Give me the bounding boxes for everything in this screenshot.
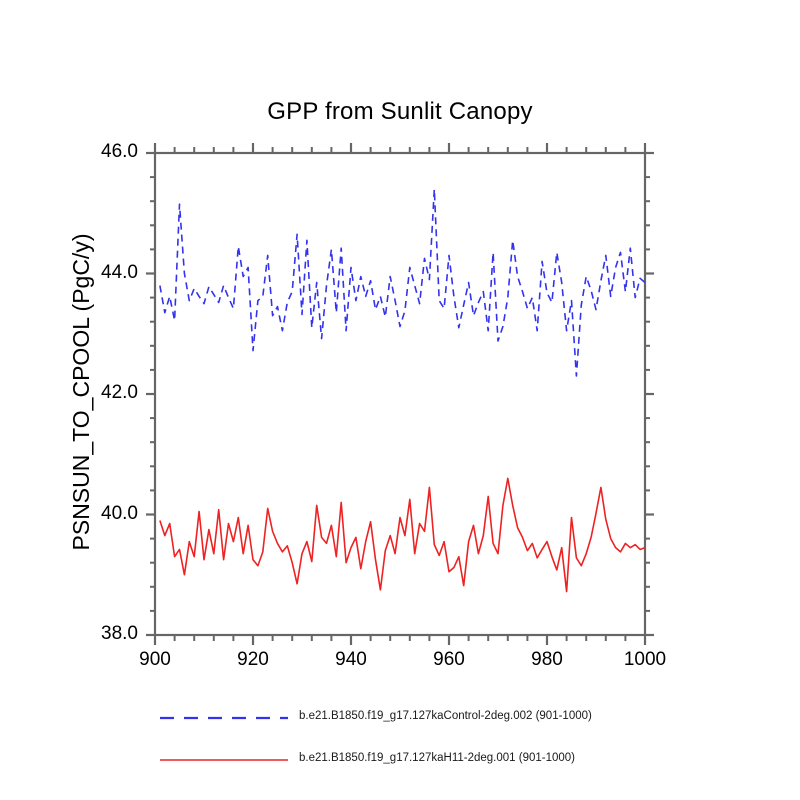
x-tick-label: 940: [335, 649, 367, 670]
x-tick-label: 960: [433, 649, 465, 670]
y-tick-label: 40.0: [101, 502, 138, 524]
chart-title: GPP from Sunlit Canopy: [267, 98, 533, 125]
y-tick-label: 46.0: [101, 141, 138, 162]
legend-line-samples: [160, 716, 288, 761]
y-tick-label: 42.0: [101, 382, 138, 403]
legend-label-control: b.e21.B1850.f19_g17.127kaControl-2deg.00…: [299, 710, 592, 722]
series-line-control: [159, 188, 646, 377]
axes-group: [146, 143, 654, 645]
legend-label-h11: b.e21.B1850.f19_g17.127kaH11-2deg.001 (9…: [299, 752, 576, 764]
x-tick-label: 1000: [623, 649, 667, 670]
y-tick-label: 38.0: [101, 623, 138, 644]
series-line-h11: [159, 477, 646, 593]
y-tick-label: 44.0: [101, 261, 138, 283]
x-tick-label: 980: [531, 649, 563, 670]
data-series-group: [159, 188, 646, 593]
x-tick-label: 920: [237, 649, 269, 670]
x-tick-label: 900: [139, 649, 171, 670]
plot-frame: [153, 151, 647, 637]
